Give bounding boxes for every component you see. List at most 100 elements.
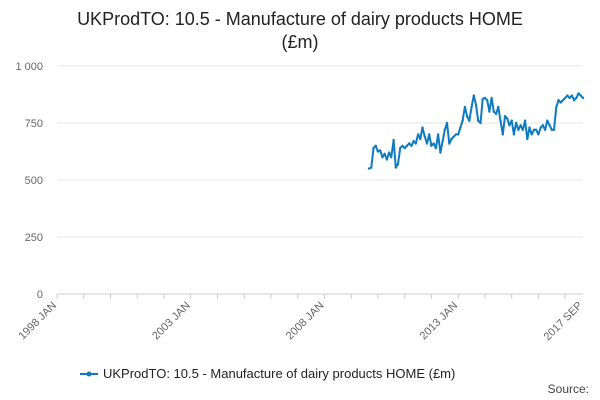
data-point[interactable]: [561, 99, 565, 102]
data-point[interactable]: [405, 144, 409, 147]
data-point[interactable]: [441, 140, 444, 143]
data-point[interactable]: [383, 152, 386, 155]
y-axis: 0 250 500 750 1 000: [15, 61, 43, 301]
data-point[interactable]: [514, 121, 518, 125]
data-point[interactable]: [577, 92, 580, 95]
data-point[interactable]: [367, 167, 371, 170]
data-point[interactable]: [396, 162, 400, 166]
data-point[interactable]: [537, 133, 540, 136]
data-point[interactable]: [503, 115, 507, 118]
data-point[interactable]: [390, 156, 393, 159]
data-point[interactable]: [572, 99, 576, 102]
data-point[interactable]: [568, 96, 571, 100]
data-point[interactable]: [470, 105, 473, 109]
data-point[interactable]: [555, 105, 558, 109]
data-point[interactable]: [564, 96, 567, 100]
data-point[interactable]: [372, 146, 375, 150]
data-point[interactable]: [401, 144, 404, 147]
data-point[interactable]: [457, 133, 460, 136]
data-point[interactable]: [379, 149, 382, 152]
data-point[interactable]: [414, 142, 417, 145]
data-point[interactable]: [448, 142, 451, 145]
data-point[interactable]: [474, 103, 478, 107]
data-point[interactable]: [581, 96, 585, 100]
data-point[interactable]: [450, 137, 453, 141]
data-point[interactable]: [387, 151, 391, 154]
data-point[interactable]: [434, 146, 438, 150]
data-point[interactable]: [497, 105, 500, 109]
data-point[interactable]: [459, 126, 462, 129]
data-point[interactable]: [557, 99, 560, 102]
data-point[interactable]: [570, 94, 574, 97]
data-point[interactable]: [430, 144, 433, 147]
data-point[interactable]: [472, 94, 475, 97]
data-point[interactable]: [535, 128, 538, 131]
data-point[interactable]: [370, 166, 373, 169]
data-point[interactable]: [425, 142, 429, 145]
data-point[interactable]: [548, 124, 551, 127]
data-point[interactable]: [559, 101, 562, 104]
data-point[interactable]: [445, 121, 449, 125]
data-point[interactable]: [521, 128, 524, 131]
data-point[interactable]: [543, 128, 547, 131]
legend[interactable]: UKProdTO: 10.5 - Manufacture of dairy pr…: [80, 366, 455, 381]
data-point[interactable]: [492, 110, 495, 113]
data-point[interactable]: [546, 119, 549, 122]
data-point[interactable]: [452, 135, 455, 138]
data-point[interactable]: [552, 128, 556, 131]
data-point[interactable]: [519, 124, 522, 127]
data-point[interactable]: [566, 94, 569, 97]
data-point[interactable]: [403, 146, 406, 150]
data-point[interactable]: [454, 133, 458, 136]
data-point[interactable]: [523, 119, 527, 122]
data-point[interactable]: [550, 128, 553, 131]
data-point[interactable]: [486, 99, 489, 102]
y-tick-label: 750: [25, 118, 43, 130]
data-point[interactable]: [481, 97, 484, 101]
data-point[interactable]: [416, 133, 420, 136]
data-point[interactable]: [517, 128, 520, 131]
data-point[interactable]: [419, 137, 422, 141]
data-point[interactable]: [468, 119, 471, 122]
data-point[interactable]: [385, 158, 389, 161]
data-point[interactable]: [477, 119, 480, 122]
data-point[interactable]: [412, 140, 415, 143]
data-point[interactable]: [530, 133, 533, 136]
data-point[interactable]: [374, 144, 377, 147]
data-point[interactable]: [381, 156, 384, 159]
data-point[interactable]: [376, 150, 380, 153]
data-point[interactable]: [392, 138, 395, 142]
data-point[interactable]: [510, 119, 513, 122]
data-point[interactable]: [443, 128, 446, 131]
data-point[interactable]: [526, 137, 529, 141]
data-point[interactable]: [410, 144, 413, 147]
data-point[interactable]: [428, 133, 431, 136]
data-point[interactable]: [463, 105, 467, 109]
data-point[interactable]: [508, 124, 511, 127]
data-point[interactable]: [423, 135, 426, 138]
data-point[interactable]: [541, 124, 545, 127]
data-point[interactable]: [539, 126, 542, 129]
data-point[interactable]: [394, 166, 397, 169]
data-point[interactable]: [483, 96, 487, 100]
data-point[interactable]: [490, 96, 493, 100]
data-point[interactable]: [575, 96, 578, 100]
data-point[interactable]: [501, 133, 504, 136]
data-point[interactable]: [432, 142, 435, 145]
data-point[interactable]: [408, 142, 411, 145]
data-point[interactable]: [579, 94, 582, 97]
data-point[interactable]: [439, 151, 442, 154]
data-point[interactable]: [512, 133, 516, 136]
data-point[interactable]: [499, 119, 502, 122]
data-point[interactable]: [465, 115, 469, 118]
data-point[interactable]: [494, 112, 498, 116]
data-point[interactable]: [488, 110, 491, 113]
data-point[interactable]: [436, 133, 440, 136]
data-point[interactable]: [421, 126, 424, 129]
data-point[interactable]: [399, 146, 402, 150]
data-point[interactable]: [479, 121, 482, 125]
data-point[interactable]: [506, 117, 509, 120]
data-point[interactable]: [532, 128, 536, 131]
data-point[interactable]: [528, 126, 531, 129]
data-point[interactable]: [461, 119, 464, 122]
